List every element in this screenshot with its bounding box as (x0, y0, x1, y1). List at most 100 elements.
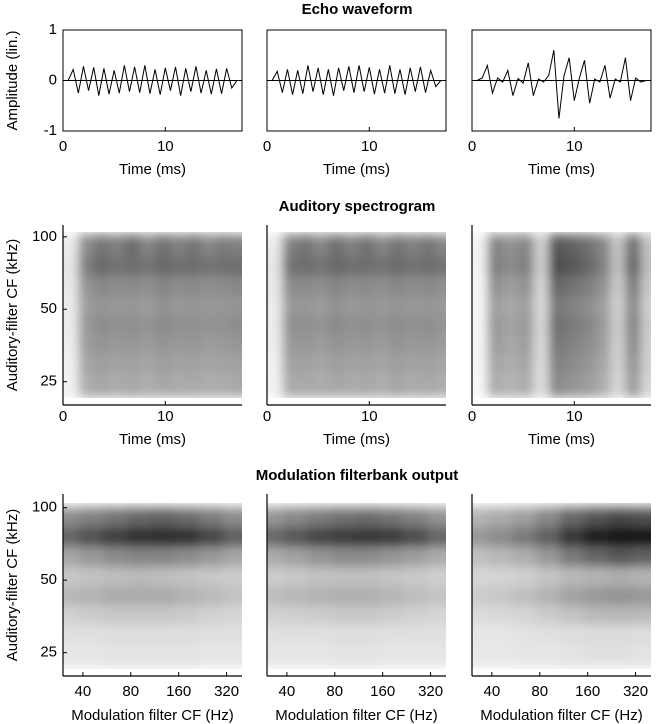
heatmap-cell (625, 255, 642, 276)
heatmap-cell (584, 643, 609, 663)
heatmap-cell (389, 232, 406, 238)
heatmap-cell (170, 275, 187, 296)
heatmap-cell (564, 295, 580, 316)
heatmap-cell (625, 237, 642, 257)
heatmap-cell (610, 372, 626, 392)
heatmap-cell (93, 334, 110, 354)
heatmap-cell (548, 334, 565, 354)
heatmap-cell (222, 643, 242, 663)
heatmap-cell (328, 237, 345, 257)
heatmap-cell (282, 237, 299, 257)
heatmap-cell (533, 390, 550, 398)
heatmap-cell (103, 508, 128, 527)
heatmap-cell (594, 255, 611, 276)
heatmap-cell (313, 372, 329, 392)
heatmap-cell (331, 566, 356, 587)
heatmap-cell (127, 624, 152, 644)
heatmap-cell (536, 508, 561, 527)
heatmap-cell (402, 566, 428, 587)
x-tick-label: 80 (122, 683, 139, 700)
heatmap-cell (607, 643, 633, 663)
heatmap-cell (402, 546, 428, 567)
heatmap-cell (155, 295, 171, 316)
heatmap-cell (151, 526, 176, 547)
heatmap-cell (426, 643, 446, 663)
heatmap-cell (231, 334, 242, 354)
y-tick-label: 0 (49, 71, 57, 88)
heatmap-cell (472, 372, 488, 392)
heatmap-cell (216, 237, 233, 257)
heatmap-cell (536, 526, 561, 547)
heatmap-cell (124, 232, 141, 238)
heatmap-cell (313, 232, 329, 238)
heatmap-cell (594, 334, 611, 354)
heatmap-cell (487, 232, 504, 238)
heatmap-cell (631, 508, 651, 527)
y-tick-label: 100 (32, 499, 57, 516)
heatmap-cell (607, 661, 633, 669)
heatmap-cell (216, 353, 233, 373)
heatmap-cell (79, 661, 104, 669)
heatmap-cell (93, 372, 110, 392)
heatmap-cell (402, 586, 428, 606)
heatmap-cell (151, 508, 176, 527)
heatmap-cell (124, 237, 141, 257)
heatmap-cell (472, 526, 489, 547)
heatmap-cell (307, 566, 332, 587)
heatmap-cell (127, 586, 152, 606)
heatmap-cell (426, 605, 446, 625)
heatmap-cell (201, 372, 217, 392)
heatmap-cell (331, 503, 356, 509)
heatmap-cell (533, 255, 550, 276)
heatmap-cell (267, 546, 284, 567)
heatmap-cell (374, 232, 391, 238)
heatmap-cell (127, 526, 152, 547)
heatmap-cell (297, 237, 314, 257)
heatmap-cell (267, 237, 283, 257)
panel: 40 80 160 320 Modulation filter CF (Hz) (471, 494, 651, 724)
heatmap-cell (472, 255, 488, 276)
heatmap-cell (170, 390, 187, 398)
heatmap-cell (579, 237, 596, 257)
heatmap-cell (420, 353, 437, 373)
heatmap-cell (625, 295, 642, 316)
heatmap-cell (487, 390, 504, 398)
heatmap-cell (355, 566, 380, 587)
x-tick-label: 160 (370, 683, 395, 700)
heatmap-cell (564, 372, 580, 392)
heatmap-cell (472, 503, 489, 509)
panel: 0 10 Time (ms) (263, 29, 447, 178)
heatmap-cell (297, 295, 314, 316)
heatmap-cell (155, 315, 171, 335)
x-tick-label: 320 (418, 683, 443, 700)
heatmap-cell (267, 586, 284, 606)
heatmap-cell (518, 237, 534, 257)
heatmap-cell (216, 372, 233, 392)
heatmap-cell (151, 643, 176, 663)
heatmap-cell (472, 275, 488, 296)
heatmap-cell (328, 353, 345, 373)
heatmap-cell (185, 372, 202, 392)
heatmap-cell (607, 508, 633, 527)
heatmap-cell (579, 372, 596, 392)
heatmap-cell (328, 275, 345, 296)
x-axis-label: Time (ms) (528, 431, 595, 448)
heatmap-cell (231, 255, 242, 276)
heatmap-cell (560, 508, 585, 527)
heatmap-cell (283, 605, 308, 625)
heatmap-cell (426, 546, 446, 567)
heatmap-cell (625, 372, 642, 392)
heatmap-cell (359, 353, 375, 373)
heatmap-cell (63, 237, 79, 257)
heatmap-cell (533, 353, 550, 373)
heatmap-cell (201, 315, 217, 335)
heatmap-cell (175, 503, 200, 509)
heatmap-cell (201, 275, 217, 296)
heatmap-cell (379, 624, 404, 644)
heatmap-cell (109, 315, 125, 335)
axes-box (471, 29, 652, 132)
heatmap-cell (426, 508, 446, 527)
heatmap-cell (502, 353, 519, 373)
heatmap-cell (328, 334, 345, 354)
y-tick-label: -1 (44, 122, 57, 139)
